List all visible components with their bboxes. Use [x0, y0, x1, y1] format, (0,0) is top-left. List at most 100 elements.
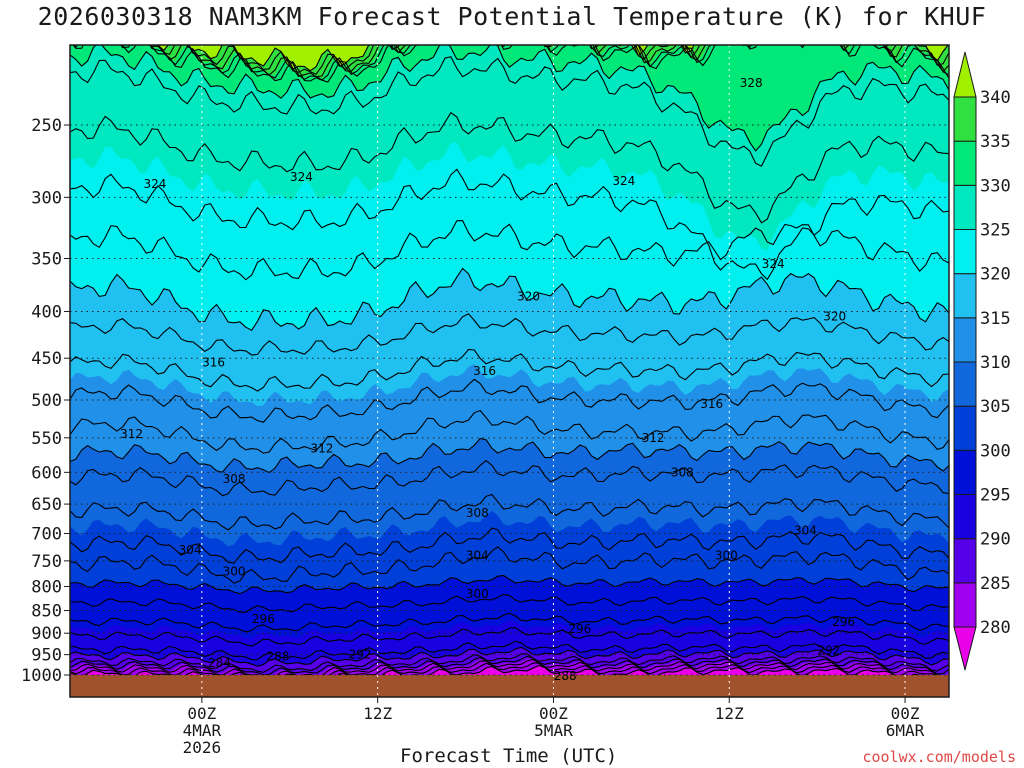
contour-label-324-2: 324: [290, 170, 313, 184]
contour-label-304-17: 304: [466, 549, 489, 563]
contour-label-312-12: 312: [642, 431, 665, 445]
contour-label-300-21: 300: [466, 587, 489, 601]
ground-surface: [70, 675, 949, 697]
ytick-label-650: 650: [31, 495, 62, 515]
credit-text: coolwx.com/models: [862, 748, 1016, 766]
contour-label-316-7: 316: [202, 356, 225, 370]
colorbar-label-330: 330: [980, 176, 1011, 196]
contour-label-300-20: 300: [715, 549, 738, 563]
colorbar: 280 285 290 295 300 305 310 315 320 325 330 335 340: [953, 51, 1011, 671]
isentrope-332: [72, 45, 949, 83]
contour-label-324-4: 324: [762, 257, 785, 271]
contour-label-320-6: 320: [823, 309, 846, 323]
isentrope-296: [70, 612, 949, 633]
colorbar-label-315: 315: [980, 309, 1011, 329]
contour-label-308-14: 308: [671, 465, 694, 479]
xtick-label-6-2: 2026: [183, 738, 222, 757]
colorbar-bottom-triangle: [953, 626, 977, 671]
ytick-label-500: 500: [31, 391, 62, 411]
contour-label-312-10: 312: [120, 427, 143, 441]
contour-labels: 328 324 324 324 324 320 320 316 316 316 312 312 312 3…: [120, 76, 855, 683]
chart-title: 2026030318 NAM3KM Forecast Potential Tem…: [37, 2, 987, 31]
isentrope-316: [70, 348, 949, 392]
contour-label-296-22: 296: [252, 612, 275, 626]
ytick-label-300: 300: [31, 188, 62, 208]
colorbar-label-320: 320: [980, 265, 1011, 285]
xtick-label-18-0: 12Z: [363, 704, 392, 723]
x-axis-label: Forecast Time (UTC): [400, 745, 618, 767]
ytick-label-600: 600: [31, 463, 62, 483]
contour-label-316-8: 316: [473, 364, 496, 378]
isentrope-304: [70, 527, 949, 564]
isentrope-286: [70, 655, 949, 676]
ytick-label-1000: 1000: [21, 666, 62, 686]
isentrope-328: [70, 56, 949, 167]
isentrope-318: [70, 313, 949, 356]
contour-label-324-3: 324: [612, 174, 635, 188]
xtick-label-54-0: 00Z: [891, 704, 920, 723]
contour-label-324-1: 324: [144, 177, 167, 191]
colorbar-segment-280: [953, 582, 977, 628]
isentrope-294: [70, 627, 949, 647]
contour-label-292-25: 292: [817, 643, 840, 657]
colorbar-segment-305: [953, 361, 977, 407]
ytick-label-950: 950: [31, 646, 62, 666]
contour-label-320-5: 320: [517, 289, 540, 303]
xtick-label-54-1: 6MAR: [886, 721, 925, 740]
contour-label-296-24: 296: [832, 615, 855, 629]
isentrope-300: [70, 574, 949, 595]
contour-label-308-13: 308: [223, 472, 246, 486]
isentrope-322: [70, 220, 949, 281]
colorbar-segment-300: [953, 405, 977, 451]
isentrope-326: [70, 111, 949, 224]
contour-label-288-27: 288: [267, 650, 290, 664]
colorbar-label-340: 340: [980, 88, 1011, 108]
colorbar-segment-315: [953, 273, 977, 319]
contour-label-304-18: 304: [794, 524, 817, 538]
isentrope-340: [157, 45, 949, 72]
colorbar-label-305: 305: [980, 397, 1011, 417]
contour-label-292-26: 292: [349, 648, 372, 662]
contour-lines: [70, 45, 949, 685]
contour-label-304-16: 304: [179, 543, 202, 557]
isentrope-290: [70, 646, 949, 667]
ytick-label-350: 350: [31, 249, 62, 269]
ytick-label-550: 550: [31, 429, 62, 449]
contour-label-288-29: 288: [554, 669, 577, 683]
y-axis: 2503003504004505005506006507007508008509…: [21, 116, 70, 686]
isentrope-288: [70, 653, 949, 673]
isentrope-284: [70, 658, 949, 680]
xtick-label-6-1: 4MAR: [183, 721, 222, 740]
isentrope-320: [70, 267, 949, 332]
ytick-label-800: 800: [31, 577, 62, 597]
xtick-label-42-0: 12Z: [715, 704, 744, 723]
colorbar-segment-325: [953, 184, 977, 230]
colorbar-segment-335: [953, 96, 977, 142]
isentrope-336: [121, 45, 949, 78]
colorbar-label-300: 300: [980, 441, 1011, 461]
contour-label-328-0: 328: [740, 76, 763, 90]
colorbar-segment-320: [953, 229, 977, 275]
colorbar-label-325: 325: [980, 221, 1011, 241]
colorbar-label-335: 335: [980, 132, 1011, 152]
isentrope-306: [70, 493, 949, 531]
ytick-label-850: 850: [31, 602, 62, 622]
colorbar-segment-310: [953, 317, 977, 363]
colorbar-label-280: 280: [980, 618, 1011, 638]
plot-frame: [69, 44, 950, 698]
colorbar-top-triangle: [953, 51, 977, 98]
colorbar-label-295: 295: [980, 486, 1011, 506]
colorbar-label-285: 285: [980, 574, 1011, 594]
ytick-label-450: 450: [31, 349, 62, 369]
xtick-label-6-0: 00Z: [187, 704, 216, 723]
contour-label-308-15: 308: [466, 506, 489, 520]
xtick-label-30-1: 5MAR: [534, 721, 573, 740]
grid-lines: [70, 45, 949, 697]
colorbar-segment-295: [953, 449, 977, 496]
colorbar-label-290: 290: [980, 530, 1011, 550]
ytick-label-900: 900: [31, 624, 62, 644]
isentrope-338: [157, 45, 949, 75]
isentrope-312: [70, 409, 949, 454]
